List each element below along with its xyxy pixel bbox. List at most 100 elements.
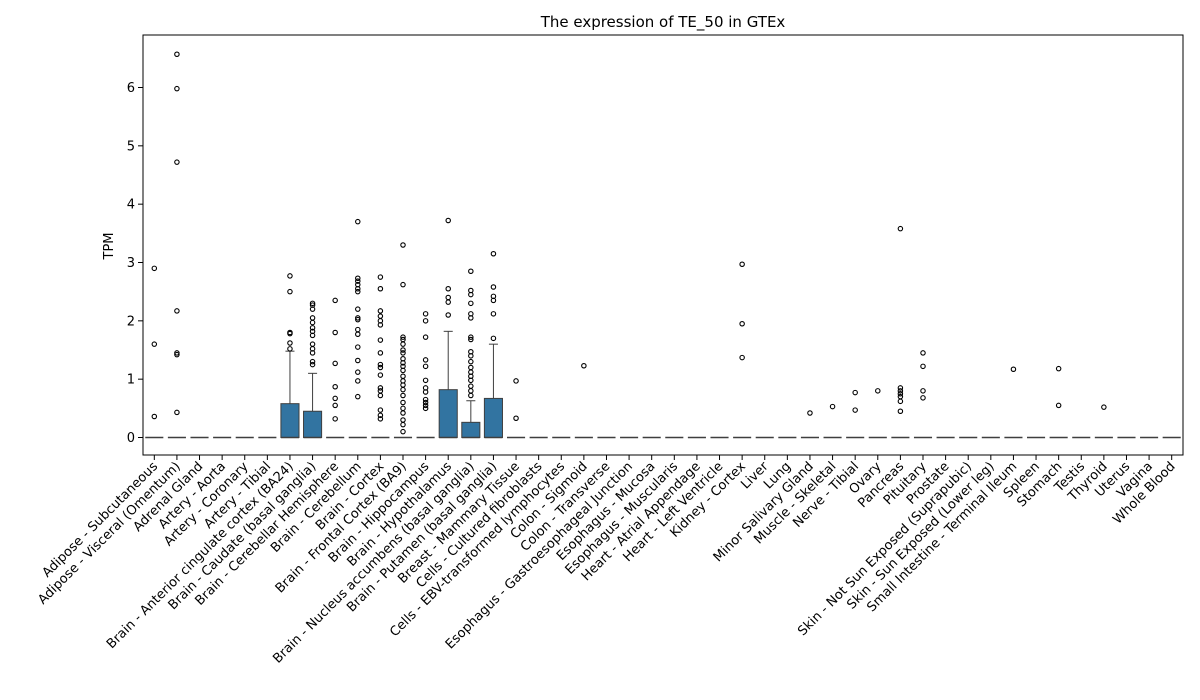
outlier-point — [422, 377, 429, 384]
outlier-point — [739, 354, 745, 361]
outlier-point — [400, 373, 406, 379]
outlier-point — [445, 285, 451, 292]
outlier-point — [355, 306, 361, 312]
outlier-point — [174, 308, 180, 314]
outlier-point — [332, 360, 338, 367]
outlier-point — [468, 358, 474, 365]
box-group — [461, 268, 481, 439]
outlier-point — [355, 378, 361, 384]
y-tick-label: 5 — [127, 139, 135, 154]
outlier-point — [422, 318, 429, 324]
outlier-point — [174, 85, 180, 92]
outlier-point — [400, 347, 406, 353]
outlier-point — [174, 350, 180, 356]
outlier-point — [377, 361, 384, 368]
outlier-point — [355, 275, 361, 281]
outlier-point — [920, 363, 926, 370]
y-axis-label: TPM — [102, 233, 117, 261]
outlier-point — [355, 278, 361, 284]
outlier-point — [355, 218, 361, 225]
outlier-point — [1055, 402, 1062, 409]
outlier-point — [355, 357, 361, 364]
outlier-point — [355, 316, 361, 323]
outlier-point — [490, 335, 497, 342]
chart-title: The expression of TE_50 in GTEx — [540, 13, 786, 32]
box-group — [416, 311, 435, 439]
outlier-point — [309, 325, 316, 331]
plot-area — [145, 51, 1181, 439]
box — [461, 421, 481, 439]
outlier-point — [332, 297, 338, 304]
outlier-point — [468, 392, 474, 399]
outlier-point — [422, 396, 429, 403]
box-group — [1094, 404, 1113, 439]
outlier-point — [400, 242, 406, 248]
outlier-point — [174, 51, 180, 57]
box — [483, 397, 503, 438]
box-group — [891, 225, 910, 439]
outlier-point — [581, 362, 587, 369]
outlier-point — [355, 315, 361, 321]
outlier-point — [445, 312, 451, 318]
outlier-point — [400, 410, 406, 416]
outlier-point — [422, 334, 429, 340]
outlier-point — [513, 378, 519, 384]
outlier-point — [287, 346, 293, 352]
outlier-point — [377, 322, 384, 328]
outlier-point — [897, 385, 904, 391]
box-group — [145, 265, 164, 439]
outlier-point — [422, 399, 429, 406]
box-group — [574, 362, 593, 439]
outlier-point — [897, 390, 904, 397]
outlier-point — [377, 313, 384, 319]
outlier-point — [377, 388, 384, 394]
outlier-point — [897, 393, 904, 400]
outlier-point — [422, 402, 429, 409]
outlier-point — [355, 369, 361, 375]
outlier-point — [468, 268, 474, 274]
box-group — [507, 378, 526, 439]
box-group — [1049, 365, 1068, 439]
outlier-point — [377, 372, 384, 378]
outlier-point — [377, 385, 384, 391]
outlier-point — [400, 417, 406, 423]
outlier-point — [490, 284, 497, 290]
outlier-point — [400, 399, 406, 406]
outlier-point — [897, 388, 904, 394]
box-group — [913, 350, 933, 439]
box — [303, 410, 323, 438]
outlier-point — [739, 261, 745, 267]
y-tick-label: 1 — [127, 373, 135, 388]
outlier-point — [309, 361, 316, 368]
outlier-point — [1010, 366, 1017, 372]
outlier-point — [355, 331, 361, 337]
outlier-point — [287, 330, 293, 337]
outlier-point — [400, 367, 406, 374]
outlier-point — [490, 311, 497, 317]
outlier-point — [309, 315, 316, 321]
outlier-point — [400, 360, 406, 366]
outlier-point — [490, 251, 497, 257]
outlier-point — [309, 341, 316, 347]
y-tick-label: 6 — [127, 81, 135, 96]
outlier-point — [151, 413, 158, 420]
outlier-point — [174, 159, 180, 165]
outlier-point — [897, 398, 904, 405]
box-group — [483, 251, 503, 439]
outlier-point — [287, 340, 293, 346]
outlier-point — [332, 416, 338, 422]
outlier-point — [468, 315, 474, 321]
outlier-point — [897, 225, 904, 232]
box-group — [438, 217, 458, 439]
box-group — [846, 389, 865, 439]
outlier-point — [445, 294, 451, 301]
outlier-point — [400, 350, 406, 356]
outlier-point — [468, 291, 474, 298]
box-group — [1004, 366, 1023, 439]
outlier-point — [468, 364, 474, 371]
outlier-point — [400, 341, 406, 347]
outlier-point — [852, 389, 858, 396]
outlier-point — [287, 273, 293, 279]
